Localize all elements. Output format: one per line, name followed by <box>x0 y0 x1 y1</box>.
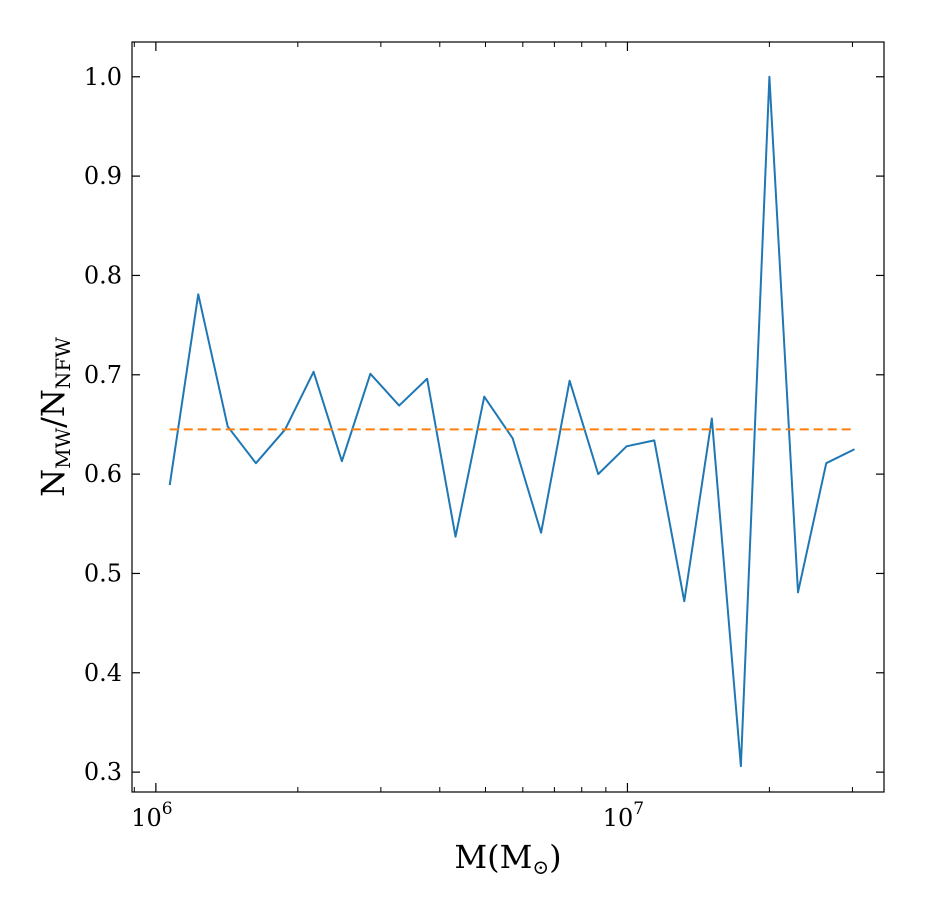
y-tick-label: 0.8 <box>84 261 122 289</box>
x-axis-label-sub: ⊙ <box>532 855 549 879</box>
y-tick-label: 0.7 <box>84 361 122 389</box>
y-tick-label: 1.0 <box>84 63 122 91</box>
x-tick-label-base: 10 <box>603 804 634 832</box>
x-tick-label-exp: 6 <box>162 799 173 819</box>
x-tick-label-base: 10 <box>131 804 162 832</box>
y-axis-label: NMW/NNFW <box>34 337 75 497</box>
plot-frame <box>131 41 885 793</box>
y-axis-label-sub2: NFW <box>51 337 75 389</box>
y-axis-label-slash: /N <box>34 389 72 428</box>
x-tick-label: 106 <box>131 799 172 832</box>
x-axis-label-close: ) <box>549 838 561 876</box>
y-axis-label-sub1: MW <box>51 427 75 468</box>
y-tick-label: 0.4 <box>84 659 122 687</box>
data-series <box>168 75 855 768</box>
x-axis-label-base: M(M <box>454 838 532 876</box>
y-tick-label: 0.6 <box>84 460 122 488</box>
ratio-series-line <box>168 75 855 768</box>
x-axis-label: M(M⊙) <box>454 838 561 879</box>
x-tick-label: 107 <box>603 799 644 832</box>
y-axis-label-n1: N <box>34 469 72 497</box>
y-tick-label: 0.9 <box>84 162 122 190</box>
y-tick-label: 0.3 <box>84 758 122 786</box>
y-tick-label: 0.5 <box>84 559 122 587</box>
x-tick-label-exp: 7 <box>633 799 644 819</box>
